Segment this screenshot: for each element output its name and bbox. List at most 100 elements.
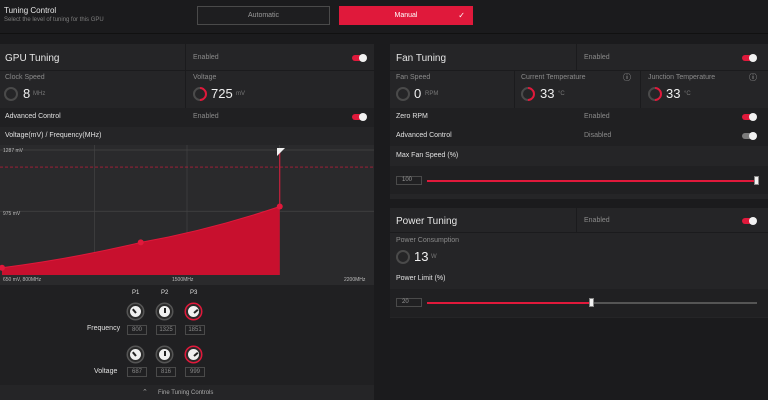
fan-speed-gauge-icon [396, 87, 410, 101]
current-temp-label: Current Temperature [521, 74, 586, 81]
fine-tuning-bar[interactable]: ⌃ Fine Tuning Controls [0, 385, 374, 400]
y-mid-label: 975 mV [3, 211, 21, 217]
p2-frequency-value[interactable]: 1325 [156, 325, 176, 335]
p1-voltage-value[interactable]: 687 [127, 367, 147, 377]
zero-rpm-row [390, 108, 768, 127]
power-consumption-label: Power Consumption [396, 237, 460, 244]
p3-voltage-value[interactable]: 999 [185, 367, 205, 377]
advanced-control-status: Enabled [193, 113, 219, 120]
junction-temp-value: 33 [666, 86, 681, 101]
divider [185, 44, 186, 108]
divider [640, 70, 641, 108]
advanced-control-label: Advanced Control [5, 113, 61, 120]
power-consumption-gauge-icon [396, 250, 410, 264]
vf-curve-points[interactable] [0, 203, 283, 271]
header-divider [0, 33, 768, 34]
vf-curve-chart[interactable]: 1287 mV 975 mV 650 mV, 800MHz 1500MHz 22… [0, 145, 374, 285]
vf-point-p2[interactable] [137, 239, 144, 246]
check-icon: ✓ [458, 11, 465, 20]
power-limit-input[interactable]: 20 [396, 298, 422, 307]
fan-tuning-toggle[interactable] [742, 54, 757, 62]
divider [576, 44, 577, 70]
p1-voltage-knob[interactable] [128, 347, 143, 362]
power-consumption-unit: W [431, 254, 437, 260]
clock-speed-label: Clock Speed [5, 74, 45, 81]
y-top-label: 1287 mV [3, 148, 24, 154]
p1-frequency-knob[interactable] [128, 304, 143, 319]
junction-temp-label: Junction Temperature [648, 74, 716, 81]
divider [576, 208, 577, 232]
p1-header: P1 [132, 290, 140, 296]
fan-speed-value: 0 [414, 86, 422, 101]
p2-frequency-knob[interactable] [157, 304, 172, 319]
power-tuning-toggle[interactable] [742, 217, 757, 225]
advanced-control-toggle[interactable] [352, 113, 367, 121]
divider [390, 70, 768, 71]
vf-point-p3[interactable] [276, 203, 283, 210]
chevron-up-icon: ⌃ [142, 389, 148, 396]
zero-rpm-status: Enabled [584, 113, 610, 120]
divider [390, 232, 768, 233]
max-fan-speed-input[interactable]: 100 [396, 176, 422, 185]
fan-advanced-control-status: Disabled [584, 132, 612, 139]
voltage-label: Voltage [193, 74, 217, 81]
tuning-control-title: Tuning Control [4, 6, 57, 15]
fan-speed-unit: RPM [425, 91, 439, 97]
junction-temp-unit: °C [684, 91, 691, 97]
vf-point-p1[interactable] [0, 264, 5, 271]
fan-tuning-status: Enabled [584, 54, 610, 61]
info-icon[interactable]: ⓘ [749, 73, 757, 82]
limit-flag-icon[interactable] [277, 148, 285, 156]
automatic-button[interactable]: Automatic [197, 6, 330, 25]
power-limit-thumb[interactable] [589, 298, 594, 307]
power-limit-label: Power Limit (%) [396, 275, 446, 282]
max-fan-speed-fill [427, 180, 757, 182]
fan-speed-label: Fan Speed [396, 74, 431, 81]
info-icon[interactable]: ⓘ [623, 73, 631, 82]
gpu-tuning-title: GPU Tuning [5, 53, 60, 64]
x-end-label: 2200MHz [344, 277, 366, 283]
gpu-tuning-toggle[interactable] [352, 54, 367, 62]
power-limit-fill [427, 302, 592, 304]
voltage-unit: mV [236, 91, 245, 97]
manual-button-label: Manual [394, 12, 418, 19]
fan-advanced-control-label: Advanced Control [396, 132, 452, 139]
power-tuning-status: Enabled [584, 217, 610, 224]
current-temp-unit: °C [558, 91, 565, 97]
divider [514, 70, 515, 108]
power-tuning-title: Power Tuning [396, 216, 458, 227]
p3-header: P3 [190, 290, 198, 296]
advanced-control-row [0, 108, 374, 127]
tuning-control-subtitle: Select the level of tuning for this GPU [4, 17, 104, 23]
zero-rpm-toggle[interactable] [742, 113, 757, 121]
vf-curve-area [2, 206, 280, 275]
clock-speed-gauge-icon [4, 87, 18, 101]
fan-advanced-control-toggle[interactable] [742, 132, 757, 140]
power-consumption-value: 13 [414, 249, 429, 264]
gpu-tuning-status: Enabled [193, 54, 219, 61]
fan-advanced-control-row [390, 127, 768, 146]
manual-button[interactable]: Manual ✓ [339, 6, 473, 25]
voltage-row-label: Voltage [94, 368, 118, 375]
x-mid-label: 1500MHz [172, 277, 194, 283]
p1-frequency-value[interactable]: 800 [127, 325, 147, 335]
clock-speed-value: 8 [23, 86, 31, 101]
clock-speed-unit: MHz [33, 91, 46, 97]
max-fan-speed-thumb[interactable] [754, 176, 759, 185]
p3-frequency-knob[interactable] [186, 304, 201, 319]
p3-frequency-value[interactable]: 1851 [185, 325, 205, 335]
p2-header: P2 [161, 290, 169, 296]
fine-tuning-label: Fine Tuning Controls [158, 390, 214, 396]
curve-title: Voltage(mV) / Frequency(MHz) [5, 132, 102, 139]
frequency-row-label: Frequency [87, 325, 121, 332]
pstate-area [0, 285, 374, 400]
current-temp-value: 33 [540, 86, 555, 101]
divider [0, 70, 374, 71]
zero-rpm-label: Zero RPM [396, 113, 428, 120]
x-start-label: 650 mV, 800MHz [3, 277, 42, 283]
voltage-value: 725 [211, 86, 233, 101]
fan-tuning-title: Fan Tuning [396, 53, 447, 64]
p2-voltage-value[interactable]: 816 [156, 367, 176, 377]
p2-voltage-knob[interactable] [157, 347, 172, 362]
p3-voltage-knob[interactable] [186, 347, 201, 362]
